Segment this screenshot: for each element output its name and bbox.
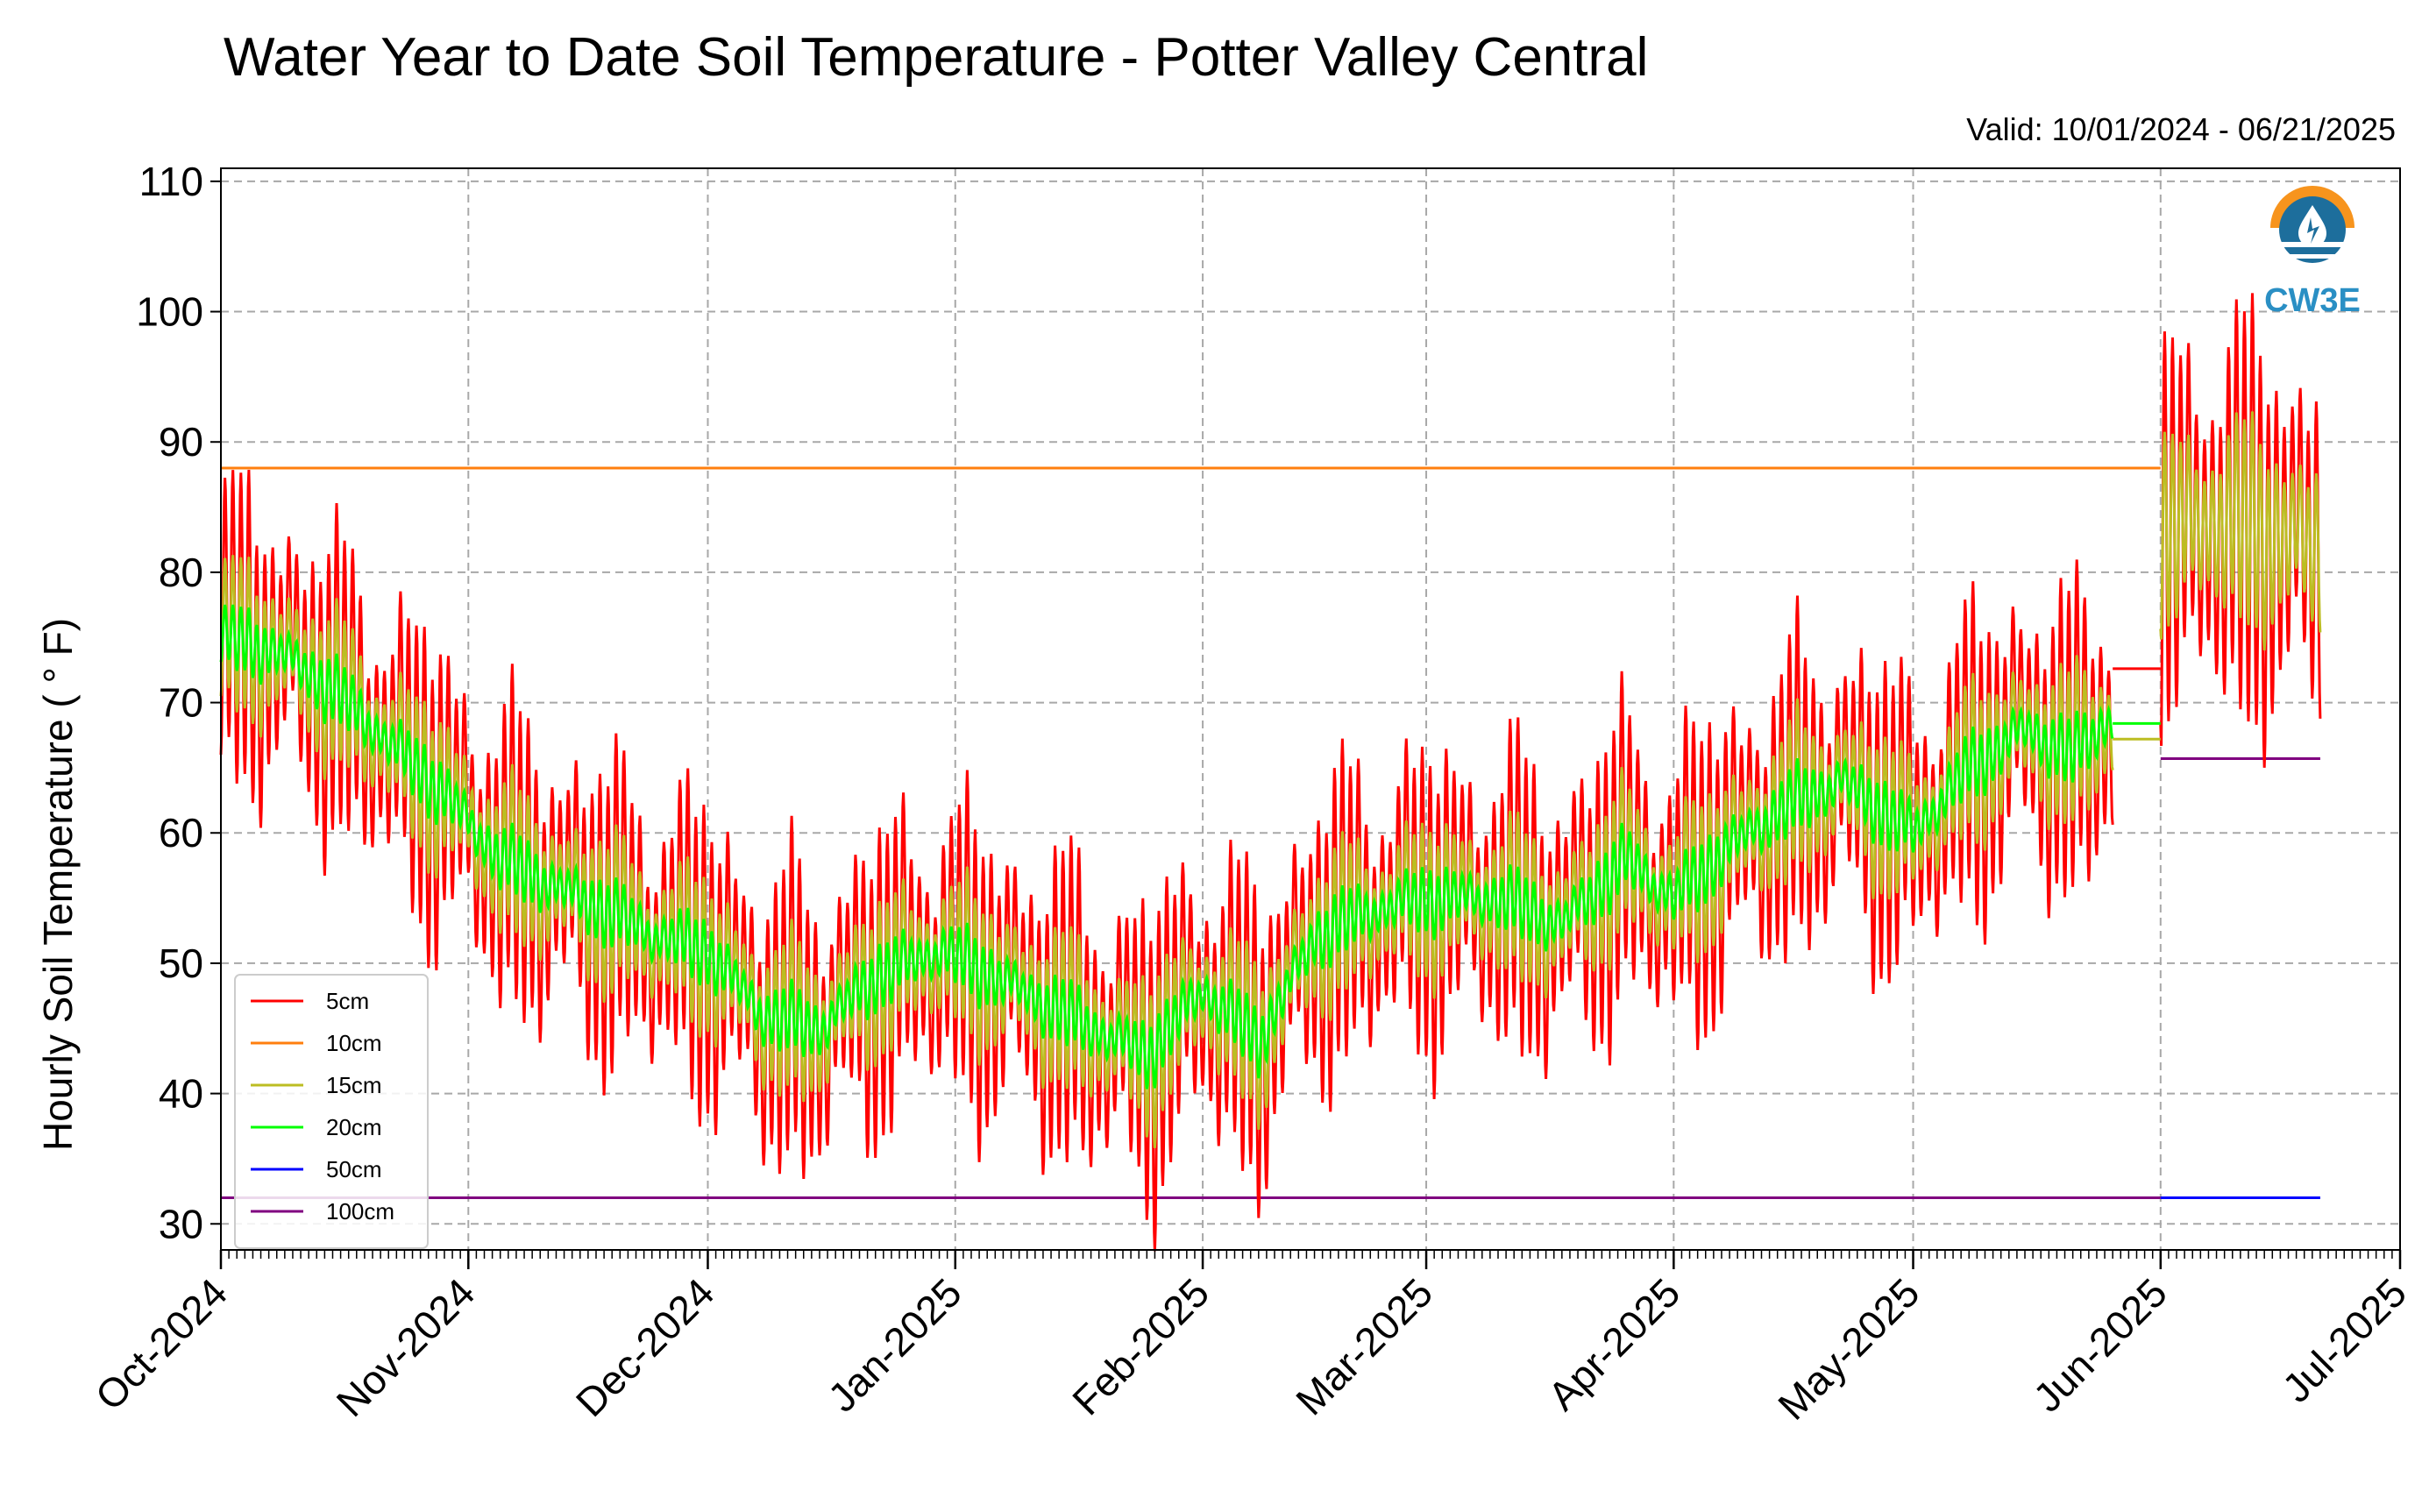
series-20cm bbox=[219, 604, 2161, 1090]
series-line-5cm bbox=[219, 469, 2114, 1252]
y-tick-label: 100 bbox=[136, 289, 203, 335]
y-tick-label: 80 bbox=[159, 550, 203, 595]
legend-label: 10cm bbox=[326, 1030, 382, 1056]
legend-item-10cm: 10cm bbox=[251, 1030, 382, 1056]
series-line-20cm bbox=[219, 604, 2114, 1090]
logo-text: CW3E bbox=[2264, 282, 2361, 319]
plot-frame bbox=[220, 167, 2401, 1251]
y-tick-label: 110 bbox=[139, 159, 203, 204]
series-5cm bbox=[219, 293, 2322, 1252]
x-tick-label: Mar-2025 bbox=[1287, 1269, 1441, 1423]
y-tick-label: 90 bbox=[159, 419, 203, 465]
valid-date-range: Valid: 10/01/2024 - 06/21/2025 bbox=[1966, 111, 2396, 147]
grid bbox=[220, 168, 2401, 1250]
y-tick-label: 40 bbox=[159, 1071, 203, 1117]
legend-label: 20cm bbox=[326, 1114, 382, 1140]
series-15cm bbox=[219, 411, 2322, 1148]
y-tick-label: 60 bbox=[159, 810, 203, 855]
legend-label: 50cm bbox=[326, 1156, 382, 1182]
chart-title: Water Year to Date Soil Temperature - Po… bbox=[224, 27, 1648, 88]
x-tick-label: May-2025 bbox=[1769, 1269, 1928, 1428]
logo-water-drop-icon bbox=[2298, 205, 2326, 247]
legend: 5cm 10cm 15cm 20cm 50cm 100cm bbox=[234, 974, 429, 1249]
legend-label: 100cm bbox=[326, 1198, 394, 1225]
x-tick-label: Apr-2025 bbox=[1539, 1269, 1689, 1419]
legend-item-20cm: 20cm bbox=[251, 1114, 382, 1140]
y-tick-label: 70 bbox=[159, 680, 203, 726]
y-tick-label: 30 bbox=[159, 1201, 203, 1246]
series-line-15cm bbox=[2159, 411, 2322, 651]
legend-label: 15cm bbox=[326, 1072, 382, 1098]
x-tick-label: Jun-2025 bbox=[2024, 1269, 2175, 1420]
series-line-15cm bbox=[219, 555, 2114, 1148]
x-tick-label: Feb-2025 bbox=[1063, 1269, 1218, 1423]
cw3e-logo: CW3E bbox=[2264, 186, 2361, 319]
x-tick-label: Oct-2024 bbox=[87, 1269, 237, 1419]
legend-item-50cm: 50cm bbox=[251, 1156, 382, 1182]
y-axis-label: Hourly Soil Temperature ( ° F) bbox=[35, 618, 81, 1151]
series-layer bbox=[219, 293, 2322, 1252]
x-tick-label: Nov-2024 bbox=[328, 1269, 484, 1425]
series-line-5cm bbox=[2159, 293, 2322, 768]
series-100cm bbox=[221, 756, 2320, 1200]
x-tick-label: Jul-2025 bbox=[2274, 1269, 2416, 1411]
legend-item-100cm: 100cm bbox=[251, 1198, 394, 1225]
x-tick-label: Jan-2025 bbox=[819, 1269, 969, 1420]
legend-item-5cm: 5cm bbox=[251, 988, 369, 1014]
y-tick-label: 50 bbox=[159, 941, 203, 986]
legend-item-15cm: 15cm bbox=[251, 1072, 382, 1098]
x-tick-label: Dec-2024 bbox=[567, 1269, 723, 1425]
legend-label: 5cm bbox=[326, 988, 369, 1014]
